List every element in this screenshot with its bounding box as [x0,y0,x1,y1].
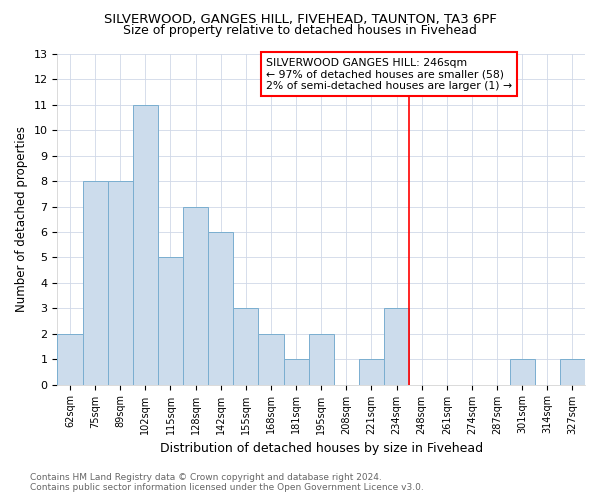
Bar [284,359,308,384]
Bar [359,359,384,384]
Bar [308,334,334,384]
Bar [208,232,233,384]
Text: SILVERWOOD, GANGES HILL, FIVEHEAD, TAUNTON, TA3 6PF: SILVERWOOD, GANGES HILL, FIVEHEAD, TAUNT… [104,12,496,26]
Bar [158,258,183,384]
Bar [58,334,83,384]
Bar [233,308,259,384]
Text: Size of property relative to detached houses in Fivehead: Size of property relative to detached ho… [123,24,477,37]
Text: Contains HM Land Registry data © Crown copyright and database right 2024.
Contai: Contains HM Land Registry data © Crown c… [30,473,424,492]
Bar [509,359,535,384]
Bar [183,206,208,384]
Bar [259,334,284,384]
Text: SILVERWOOD GANGES HILL: 246sqm
← 97% of detached houses are smaller (58)
2% of s: SILVERWOOD GANGES HILL: 246sqm ← 97% of … [266,58,512,91]
Bar [133,105,158,384]
Y-axis label: Number of detached properties: Number of detached properties [15,126,28,312]
Bar [384,308,409,384]
X-axis label: Distribution of detached houses by size in Fivehead: Distribution of detached houses by size … [160,442,483,455]
Bar [107,181,133,384]
Bar [83,181,107,384]
Bar [560,359,585,384]
